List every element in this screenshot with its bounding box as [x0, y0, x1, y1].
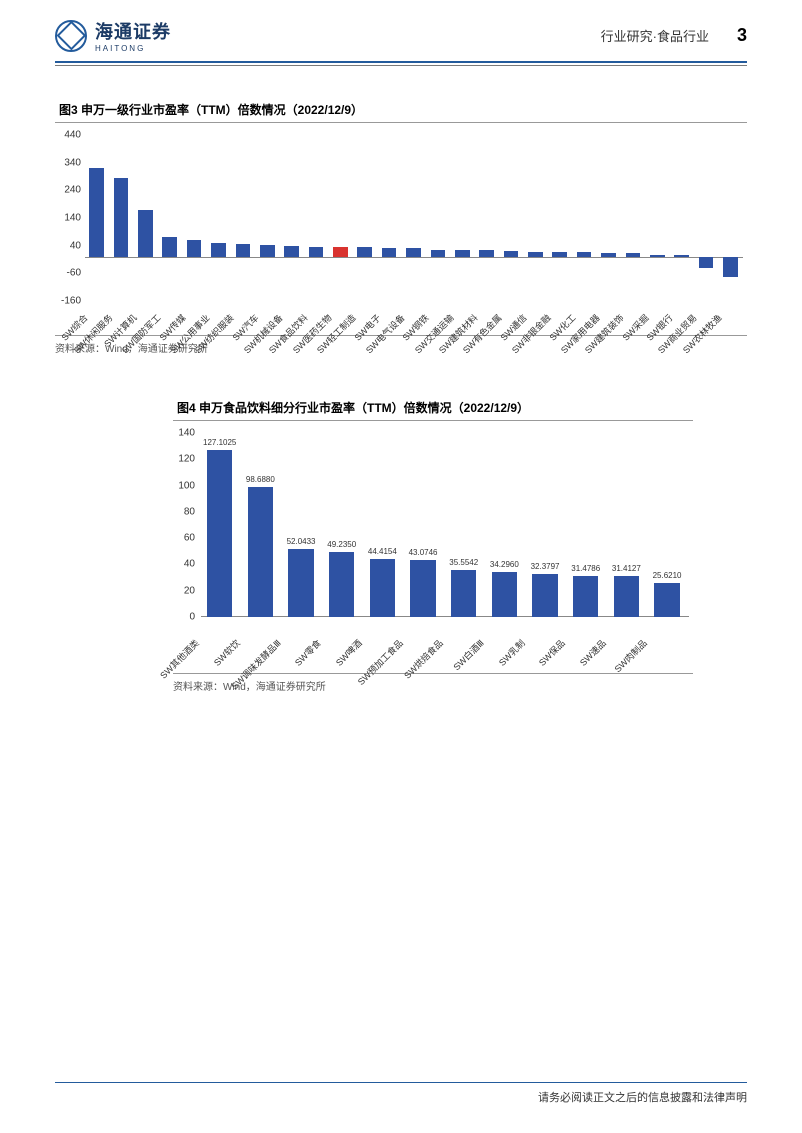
figure-3-bar [260, 245, 275, 257]
figure-3-bar [723, 257, 738, 278]
figure-4-value-label: 52.0433 [287, 537, 316, 546]
footer-rule [55, 1082, 747, 1084]
figure-3-bar [577, 252, 592, 256]
page-number: 3 [737, 25, 747, 46]
figure-4-chart: 127.1025 98.6880 52.0433 49.2350 44.4154 43.0… [173, 429, 693, 669]
figure-4-bar [288, 549, 313, 617]
figure-3-chart: SW综合SW休闲服务SW计算机SW国防军工SW传媒SW公用事业SW纺织服装SW汽… [55, 131, 747, 331]
figure-4-ytick: 120 [173, 454, 199, 465]
header-rule-primary [55, 61, 747, 63]
figure-4: 图4 申万食品饮料细分行业市盈率（TTM）倍数情况（2022/12/9） 127… [173, 393, 693, 693]
figure-3: 图3 申万一级行业市盈率（TTM）倍数情况（2022/12/9） SW综合SW休… [55, 95, 747, 355]
figure-3-ytick: 440 [55, 130, 85, 141]
figure-4-bar [410, 560, 435, 617]
header-right: 行业研究·食品行业 3 [601, 25, 747, 46]
figure-3-bar [382, 248, 397, 257]
figure-3-ytick: -60 [55, 268, 85, 279]
figure-3-bar [455, 250, 470, 257]
figure-3-bar [674, 255, 689, 256]
figure-4-bar [573, 576, 598, 617]
figure-3-bar [333, 247, 348, 257]
figure-3-bar [699, 257, 714, 268]
figure-3-ytick: 40 [55, 240, 85, 251]
figure-3-bar [650, 255, 665, 257]
figure-4-value-label: 31.4127 [612, 564, 641, 573]
figure-4-value-label: 127.1025 [203, 438, 236, 447]
figure-3-title: 图3 申万一级行业市盈率（TTM）倍数情况（2022/12/9） [55, 95, 747, 123]
page-header: 海通证券 HAITONG 行业研究·食品行业 3 [0, 0, 802, 61]
figure-3-bar [626, 253, 641, 256]
header-rule-secondary [55, 65, 747, 66]
figure-3-bar [187, 240, 202, 257]
doc-category: 行业研究·食品行业 [601, 26, 709, 45]
figure-3-bar [552, 252, 567, 257]
figure-4-value-label: 35.5542 [449, 558, 478, 567]
figure-4-value-label: 25.6210 [653, 571, 682, 580]
figure-3-bar [309, 247, 324, 257]
page-footer: 请务必阅读正文之后的信息披露和法律声明 [55, 1082, 747, 1106]
company-name-en: HAITONG [95, 44, 171, 53]
figure-4-bar [492, 572, 517, 617]
figure-3-bar [504, 251, 519, 257]
figure-3-bar [114, 178, 129, 257]
figure-4-ytick: 40 [173, 559, 199, 570]
haitong-logo-icon [55, 20, 87, 52]
figure-4-ytick: 100 [173, 480, 199, 491]
figure-4-value-label: 98.6880 [246, 475, 275, 484]
figure-3-bar [138, 210, 153, 257]
figure-3-bar [211, 243, 226, 257]
figure-4-ytick: 80 [173, 506, 199, 517]
figure-4-bar [370, 559, 395, 617]
figure-4-xlabel: SW其他酒类 [157, 636, 225, 704]
figure-4-x-labels: SW其他酒类SW软饮SW调味发酵品ⅢSW零食SW啤酒SW预加工食品SW烘焙食品S… [201, 617, 689, 669]
figure-4-value-label: 34.2960 [490, 560, 519, 569]
figure-3-bar [528, 252, 543, 257]
figure-3-bar [479, 250, 494, 256]
figure-4-value-label: 43.0746 [409, 548, 438, 557]
figure-4-value-label: 44.4154 [368, 547, 397, 556]
figure-4-bar [614, 576, 639, 617]
figure-3-ytick: 140 [55, 213, 85, 224]
figure-4-value-label: 49.2350 [327, 540, 356, 549]
figure-4-ytick: 0 [173, 612, 199, 623]
figure-3-ytick: 240 [55, 185, 85, 196]
figure-3-bar [284, 246, 299, 257]
figure-3-bar [236, 244, 251, 256]
figure-3-bar [357, 247, 372, 256]
figure-3-ytick: 340 [55, 157, 85, 168]
figure-4-bar [207, 450, 232, 617]
figure-3-bar [431, 250, 446, 257]
figure-4-title: 图4 申万食品饮料细分行业市盈率（TTM）倍数情况（2022/12/9） [173, 393, 693, 421]
figure-3-plot-area [85, 135, 743, 301]
logo-text-block: 海通证券 HAITONG [95, 18, 171, 53]
footer-disclaimer: 请务必阅读正文之后的信息披露和法律声明 [55, 1089, 747, 1105]
figure-3-bar [406, 248, 421, 257]
figure-3-bar [162, 237, 177, 256]
figure-4-ytick: 60 [173, 533, 199, 544]
figure-4-bar [532, 574, 557, 617]
figure-3-bar [601, 253, 616, 257]
figure-3-x-labels: SW综合SW休闲服务SW计算机SW国防军工SW传媒SW公用事业SW纺织服装SW汽… [85, 301, 743, 331]
figure-4-bar [451, 570, 476, 617]
figure-3-bar [89, 168, 104, 257]
figure-4-value-label: 32.3797 [531, 562, 560, 571]
page-content: 图3 申万一级行业市盈率（TTM）倍数情况（2022/12/9） SW综合SW休… [0, 95, 802, 693]
figure-4-bar [248, 487, 273, 617]
figure-3-ytick: -160 [55, 296, 85, 307]
figure-4-bar [654, 583, 679, 617]
figure-4-value-label: 31.4786 [571, 564, 600, 573]
figure-4-bar [329, 552, 354, 617]
logo-area: 海通证券 HAITONG [55, 18, 171, 53]
company-name-cn: 海通证券 [95, 18, 171, 44]
figure-4-ytick: 20 [173, 585, 199, 596]
figure-4-ytick: 140 [173, 428, 199, 439]
figure-4-plot-area: 127.1025 98.6880 52.0433 49.2350 44.4154 43.0… [201, 433, 689, 617]
figure-3-zero-line [85, 257, 743, 258]
